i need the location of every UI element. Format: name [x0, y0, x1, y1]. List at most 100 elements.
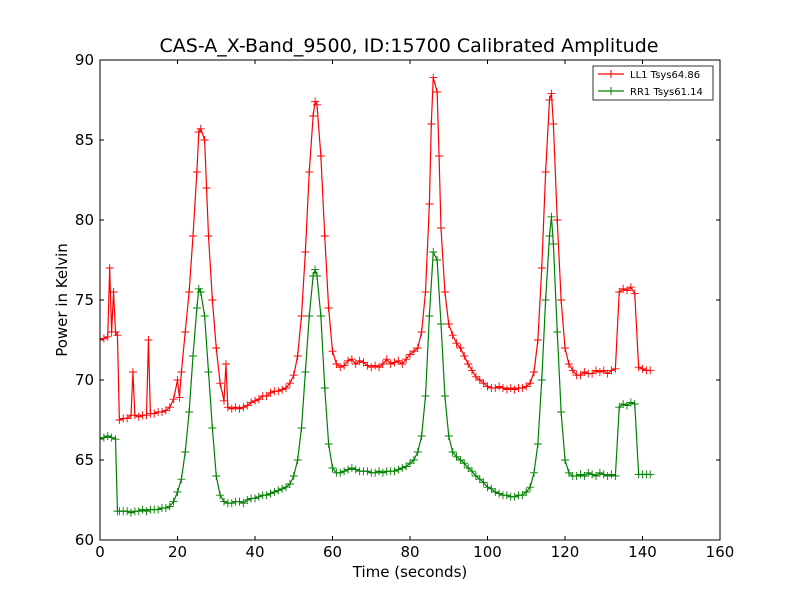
data-point — [165, 502, 174, 511]
data-point — [169, 395, 178, 404]
data-point — [235, 404, 244, 413]
data-point — [402, 462, 411, 471]
data-point — [425, 200, 434, 208]
data-point — [134, 507, 143, 516]
data-point — [285, 480, 294, 488]
data-point — [251, 494, 259, 503]
data-point — [344, 356, 352, 365]
data-point — [561, 344, 569, 352]
data-point — [371, 361, 380, 370]
data-point — [479, 379, 488, 388]
data-point — [464, 360, 473, 368]
legend-marker-ll1 — [607, 70, 615, 78]
data-point — [254, 395, 263, 404]
data-point — [495, 382, 504, 391]
legend-label-rr1: RR1 Tsys61.14 — [630, 87, 703, 98]
data-point — [592, 472, 600, 480]
data-point — [202, 184, 211, 192]
data-point — [293, 456, 302, 464]
data-point — [194, 284, 203, 293]
data-point — [103, 432, 112, 440]
data-point — [630, 400, 639, 408]
data-point — [468, 366, 476, 375]
data-point — [204, 232, 213, 240]
series-ll1 — [100, 73, 655, 424]
data-point — [630, 289, 639, 298]
data-point — [138, 505, 147, 514]
data-point — [435, 152, 444, 160]
data-point — [285, 379, 294, 388]
series-layer — [100, 73, 655, 517]
x-tick-label: 80 — [400, 543, 419, 561]
data-point — [491, 384, 500, 392]
data-point — [646, 470, 655, 479]
data-point — [212, 472, 221, 480]
data-point — [475, 376, 484, 384]
data-point — [150, 409, 159, 418]
data-point — [483, 382, 492, 391]
data-point — [251, 396, 259, 405]
data-point — [239, 403, 248, 412]
data-point — [282, 384, 290, 392]
data-point — [398, 464, 407, 472]
data-point — [611, 472, 620, 480]
data-point — [603, 369, 612, 378]
data-point — [235, 497, 244, 506]
data-point — [433, 88, 442, 96]
series-rr1 — [100, 212, 655, 517]
legend-entry-rr1: RR1 Tsys61.14 — [598, 87, 703, 98]
data-point — [537, 264, 546, 272]
data-point — [192, 168, 201, 176]
y-tick-label: 80 — [75, 211, 94, 229]
data-point — [429, 248, 438, 256]
y-tick-label: 75 — [75, 291, 94, 309]
data-point — [448, 448, 457, 456]
plot-area — [100, 73, 655, 517]
data-point — [289, 371, 298, 380]
data-point — [506, 384, 515, 392]
data-point — [347, 355, 356, 364]
data-point — [607, 366, 616, 375]
data-point — [421, 288, 430, 296]
data-point — [522, 382, 531, 391]
data-point — [584, 468, 593, 477]
data-point — [406, 459, 414, 468]
data-point — [324, 304, 333, 312]
data-point — [113, 331, 122, 340]
data-point — [311, 97, 320, 106]
data-point — [347, 464, 356, 472]
data-point — [130, 411, 139, 420]
data-point — [328, 464, 337, 472]
data-point — [440, 288, 449, 296]
data-point — [332, 360, 341, 368]
x-axis-label: Time (seconds) — [352, 563, 468, 581]
data-point — [270, 488, 279, 496]
data-point — [266, 388, 275, 397]
data-point — [220, 497, 228, 506]
data-point — [221, 360, 230, 368]
data-point — [547, 89, 556, 98]
data-point — [619, 400, 628, 408]
data-point — [185, 408, 194, 416]
data-point — [305, 312, 314, 320]
legend-entry-ll1: LL1 Tsys64.86 — [598, 70, 700, 81]
data-point — [262, 392, 271, 400]
data-point — [471, 472, 480, 480]
data-point — [169, 497, 178, 506]
data-point — [127, 508, 135, 517]
data-point — [417, 432, 426, 440]
data-point — [282, 483, 290, 492]
data-point — [320, 232, 329, 240]
legend-label-ll1: LL1 Tsys64.86 — [630, 70, 700, 81]
data-point — [409, 347, 418, 356]
data-point — [220, 396, 228, 405]
data-point — [247, 398, 256, 407]
data-point — [212, 344, 221, 352]
data-point — [144, 336, 153, 344]
data-point — [227, 404, 236, 413]
data-point — [406, 350, 414, 359]
data-point — [196, 124, 205, 133]
data-point — [382, 355, 391, 364]
data-point — [344, 465, 352, 474]
data-point — [452, 339, 461, 348]
